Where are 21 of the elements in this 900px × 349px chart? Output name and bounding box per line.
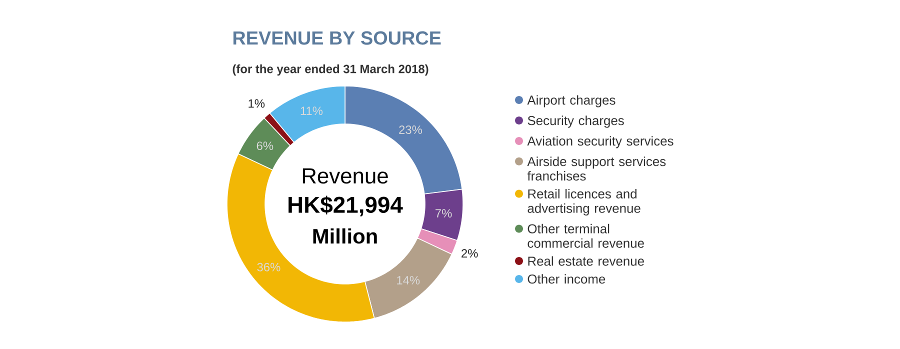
data-label: 14% (397, 276, 420, 284)
legend-label: Retail licences and advertising revenue (528, 188, 640, 216)
text: Million (313, 228, 377, 244)
legend-label: Other terminal commercial revenue (528, 224, 644, 248)
legend-label: Airport charges (527, 95, 616, 108)
data-label: 1% (248, 99, 265, 108)
data-label: 7% (436, 209, 452, 218)
data-label: 6% (256, 142, 274, 150)
legend-label: Security charges (528, 116, 624, 128)
data-label: 23% (399, 126, 422, 134)
data-label: 2% (462, 249, 478, 258)
text: Revenue (302, 168, 388, 184)
data-label: 11% (300, 106, 323, 116)
data-label: 36% (257, 262, 280, 272)
legend-label: Other income (528, 274, 606, 284)
chart-title: REVENUE BY SOURCE (233, 31, 441, 45)
legend-label: Real estate revenue (528, 256, 644, 266)
legend-label: Aviation security services (527, 136, 674, 148)
chart-subtitle: (for the year ended 31 March 2018) (232, 64, 428, 76)
text: HK$21,994 (288, 196, 403, 216)
legend-label: Airside support services franchises (527, 156, 666, 181)
